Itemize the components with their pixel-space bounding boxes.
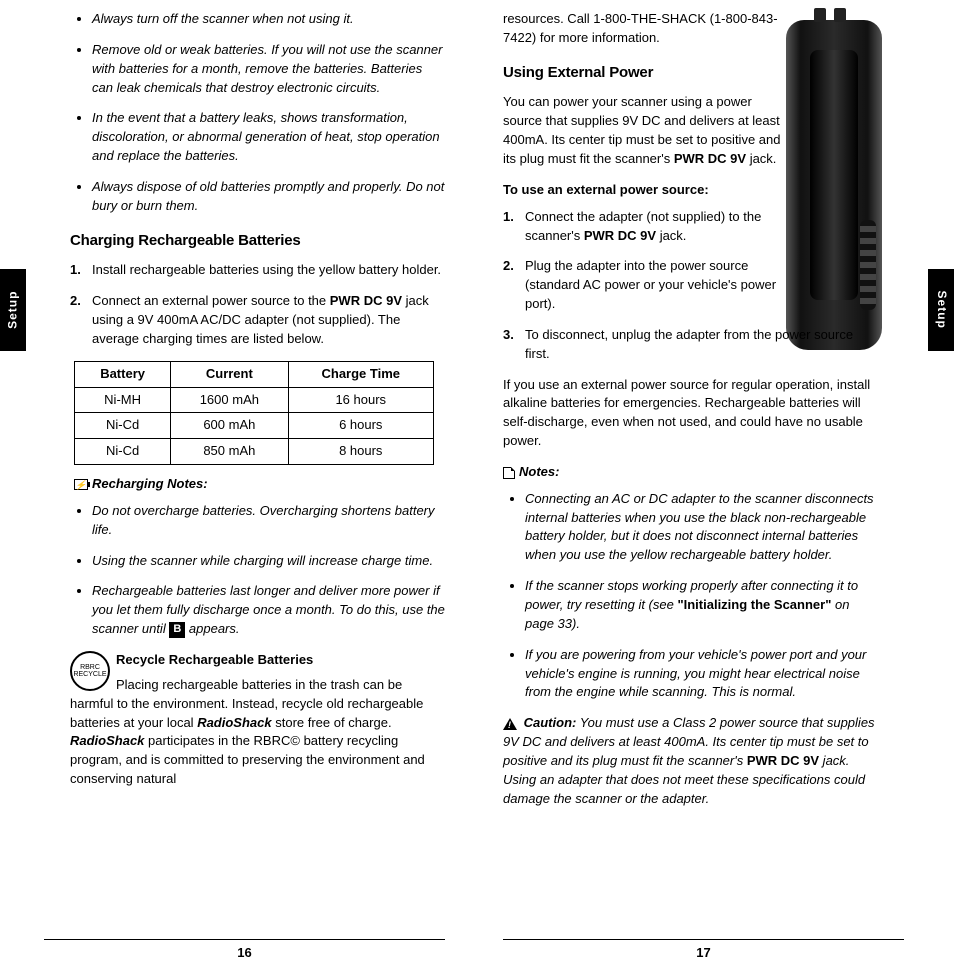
page-number-left: 16 — [44, 939, 445, 963]
resources-paragraph: resources. Call 1-800-THE-SHACK (1-800-8… — [503, 10, 783, 48]
page-17: resources. Call 1-800-THE-SHACK (1-800-8… — [477, 10, 928, 969]
step-2: 2.Connect an external power source to th… — [92, 292, 445, 349]
page-spread: Setup Always turn off the scanner when n… — [0, 0, 954, 969]
list-item: Using the scanner while charging will in… — [92, 552, 445, 571]
content-columns: Always turn off the scanner when not usi… — [26, 0, 928, 969]
external-notes-list: Connecting an AC or DC adapter to the sc… — [503, 490, 878, 702]
recycle-icon: RBRCRECYCLE — [70, 651, 110, 691]
step-2: 2.Plug the adapter into the power source… — [525, 257, 783, 314]
scanner-photo — [786, 20, 882, 350]
warning-icon — [503, 718, 517, 730]
table-row: Ni-Cd850 mAh8 hours — [75, 439, 434, 465]
left-tab-gutter: Setup — [0, 0, 26, 969]
right-tab-label: Setup — [932, 291, 949, 329]
list-item: Do not overcharge batteries. Overchargin… — [92, 502, 445, 540]
th-charge-time: Charge Time — [288, 361, 434, 387]
th-current: Current — [171, 361, 288, 387]
page-number-right: 17 — [503, 939, 904, 963]
list-item: In the event that a battery leaks, shows… — [92, 109, 445, 166]
battery-icon: ⚡ — [74, 479, 88, 490]
table-row: Ni-MH1600 mAh16 hours — [75, 387, 434, 413]
caution-paragraph: Caution: You must use a Class 2 power so… — [503, 714, 878, 808]
note-icon — [503, 467, 515, 479]
step-1: 1.Connect the adapter (not supplied) to … — [525, 208, 783, 246]
external-power-note: If you use an external power source for … — [503, 376, 878, 451]
list-item: Remove old or weak batteries. If you wil… — [92, 41, 445, 98]
b-indicator-icon: B — [169, 622, 185, 638]
step-3: 3.To disconnect, unplug the adapter from… — [525, 326, 878, 364]
recycle-body: Placing rechargeable batteries in the tr… — [70, 676, 445, 789]
recycle-title: Recycle Rechargeable Batteries — [116, 651, 445, 670]
right-tab-gutter: Setup — [928, 0, 954, 969]
recharging-notes-list: Do not overcharge batteries. Overchargin… — [70, 502, 445, 639]
scanner-clip — [810, 50, 858, 300]
left-tab-label: Setup — [4, 291, 21, 329]
list-item: Always dispose of old batteries promptly… — [92, 178, 445, 216]
scanner-grip — [860, 220, 876, 310]
page-footer: 16 17 — [0, 939, 954, 963]
th-battery: Battery — [75, 361, 171, 387]
table-header-row: Battery Current Charge Time — [75, 361, 434, 387]
left-tab: Setup — [0, 269, 26, 351]
list-item: Rechargeable batteries last longer and d… — [92, 582, 445, 639]
charging-header: Charging Rechargeable Batteries — [70, 230, 445, 252]
charging-steps: 1.Install rechargeable batteries using t… — [70, 261, 445, 348]
recharging-notes-label: ⚡Recharging Notes: — [74, 475, 445, 494]
notes-label: Notes: — [503, 463, 878, 482]
list-item: Connecting an AC or DC adapter to the sc… — [525, 490, 878, 565]
external-power-header: Using External Power — [503, 62, 783, 84]
external-power-intro: You can power your scanner using a power… — [503, 93, 783, 168]
step-1: 1.Install rechargeable batteries using t… — [92, 261, 445, 280]
right-tab: Setup — [928, 269, 954, 351]
list-item: If you are powering from your vehicle's … — [525, 646, 878, 703]
page-16: Always turn off the scanner when not usi… — [26, 10, 477, 969]
charge-time-table: Battery Current Charge Time Ni-MH1600 mA… — [74, 361, 434, 465]
table-row: Ni-Cd600 mAh6 hours — [75, 413, 434, 439]
list-item: If the scanner stops working properly af… — [525, 577, 878, 634]
battery-warnings-list: Always turn off the scanner when not usi… — [70, 10, 445, 216]
list-item: Always turn off the scanner when not usi… — [92, 10, 445, 29]
recycle-block: RBRCRECYCLE Recycle Rechargeable Batteri… — [70, 651, 445, 789]
to-use-label: To use an external power source: — [503, 181, 783, 200]
